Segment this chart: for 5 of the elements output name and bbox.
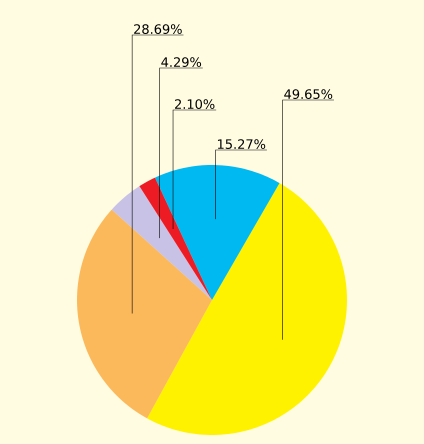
data-label: 15.27% (218, 139, 266, 149)
data-label: 4.29% (161, 57, 202, 67)
data-label: 2.10% (174, 99, 214, 109)
data-label: 49.65% (284, 89, 332, 99)
data-label: 28.69% (134, 24, 182, 34)
